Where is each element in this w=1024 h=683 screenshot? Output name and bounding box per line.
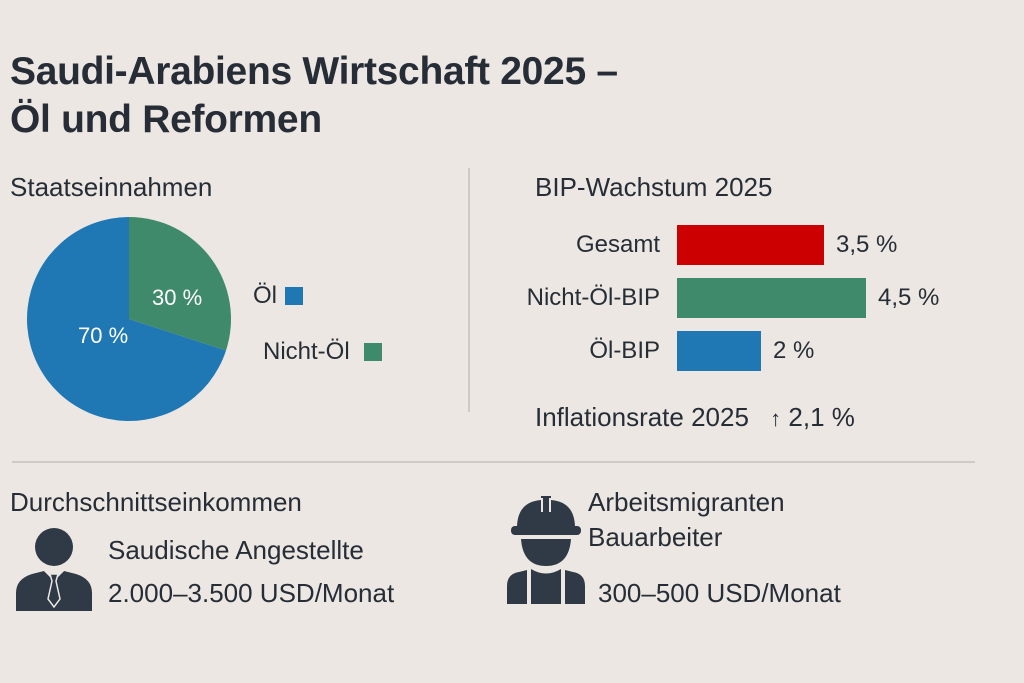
saudi-employee-income: 2.000–3.500 USD/Monat (108, 578, 395, 608)
vertical-divider (468, 168, 470, 412)
saudi-employee-label: Saudische Angestellte (108, 535, 364, 565)
page-title-line-2: Öl und Reformen (10, 98, 322, 141)
bar-value-gesamt: 3,5 % (836, 231, 898, 258)
bar-chart-title: BIP-Wachstum 2025 (535, 172, 773, 202)
inflation-value: 2,1 % (788, 402, 855, 432)
migrant-worker-income: 300–500 USD/Monat (598, 578, 841, 608)
income-heading: Durchschnittseinkommen (10, 487, 302, 517)
page-title: Saudi-Arabiens Wirtschaft 2025 – Öl und … (10, 48, 618, 144)
bar-label-gesamt: Gesamt (575, 231, 660, 258)
pie-label-oil: 70 % (78, 323, 128, 348)
legend-swatch-oil (285, 287, 303, 305)
pie-slice-oil (27, 217, 227, 421)
legend-swatch-non-oil (363, 343, 382, 361)
inflation-row: Inflationsrate 2025 ↑ 2,1 % (535, 402, 855, 433)
bar-oel-bip (677, 331, 761, 371)
pie-chart-title: Staatseinnahmen (10, 172, 213, 202)
businessman-icon (16, 528, 92, 611)
bar-label-nicht-oel-bip: Nicht-Öl-BIP (526, 284, 660, 311)
horizontal-divider (12, 461, 975, 463)
legend-item-oil: Öl (253, 282, 382, 310)
legend-label-oil: Öl (253, 282, 277, 309)
page-title-line-1: Saudi-Arabiens Wirtschaft 2025 – (10, 50, 618, 93)
bar-value-oel-bip: 2 % (773, 337, 815, 364)
construction-worker-icon (507, 496, 585, 604)
pie-slice-non-oil (129, 217, 231, 351)
legend-item-non-oil: Nicht-Öl (263, 338, 382, 366)
migrant-worker-label-line-2: Bauarbeiter (588, 522, 723, 552)
legend-label-non-oil: Nicht-Öl (263, 338, 350, 365)
arrow-up-icon: ↑ (770, 406, 782, 431)
pie-label-non-oil: 30 % (152, 285, 202, 310)
revenue-pie-chart: 70 % 30 % (27, 217, 231, 421)
bar-gesamt (677, 225, 824, 265)
bar-nicht-oel-bip (677, 278, 866, 318)
bar-label-oel-bip: Öl-BIP (589, 337, 660, 364)
bar-value-nicht-oel-bip: 4,5 % (878, 284, 940, 311)
pie-legend: Öl Nicht-Öl (253, 282, 382, 366)
migrant-worker-label-line-1: Arbeitsmigranten (588, 487, 785, 517)
inflation-label: Inflationsrate 2025 (535, 402, 749, 432)
